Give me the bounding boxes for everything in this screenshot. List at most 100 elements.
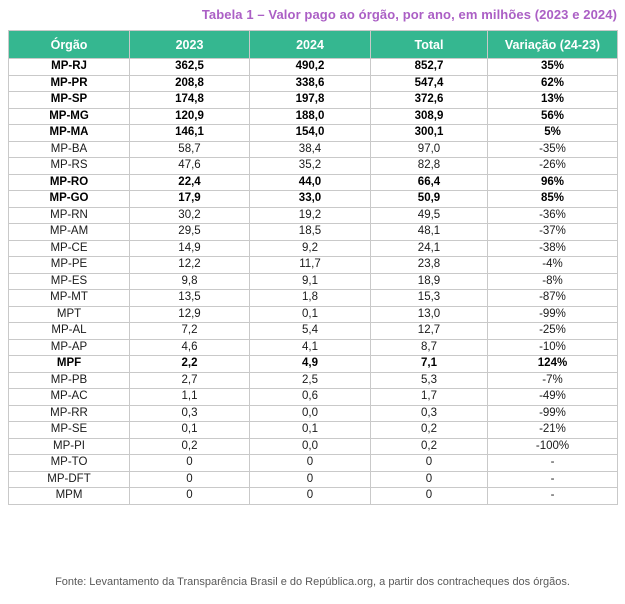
cell-v2023: 14,9 xyxy=(129,239,250,257)
cell-total: 0 xyxy=(370,470,488,488)
cell-total: 0,2 xyxy=(370,437,488,455)
cell-variacao: -100% xyxy=(487,437,618,455)
cell-variacao: -49% xyxy=(487,388,618,406)
cell-v2023: 17,9 xyxy=(129,190,250,208)
cell-total: 0,3 xyxy=(370,404,488,422)
cell-variacao: -8% xyxy=(487,272,618,290)
cell-v2023: 120,9 xyxy=(129,107,250,125)
cell-orgao: MPM xyxy=(8,487,130,505)
cell-variacao: - xyxy=(487,454,618,472)
cell-orgao: MP-DFT xyxy=(8,470,130,488)
cell-orgao: MP-PI xyxy=(8,437,130,455)
cell-v2024: 9,2 xyxy=(249,239,371,257)
cell-total: 7,1 xyxy=(370,355,488,373)
cell-orgao: MP-AC xyxy=(8,388,130,406)
cell-variacao: 35% xyxy=(487,58,618,76)
cell-v2023: 2,7 xyxy=(129,371,250,389)
cell-v2024: 490,2 xyxy=(249,58,371,76)
cell-variacao: -37% xyxy=(487,223,618,241)
cell-total: 372,6 xyxy=(370,91,488,109)
cell-variacao: -26% xyxy=(487,157,618,175)
cell-v2024: 33,0 xyxy=(249,190,371,208)
cell-v2023: 9,8 xyxy=(129,272,250,290)
cell-v2024: 18,5 xyxy=(249,223,371,241)
header-cell-2023: 2023 xyxy=(129,30,250,59)
table-row: MP-DFT 0 0 0- xyxy=(8,470,618,488)
table-row: MP-SE 0,1 0,1 0,2 -21% xyxy=(8,421,618,439)
cell-v2024: 9,1 xyxy=(249,272,371,290)
cell-v2023: 58,7 xyxy=(129,140,250,158)
cell-v2024: 0,6 xyxy=(249,388,371,406)
cell-v2023: 29,5 xyxy=(129,223,250,241)
cell-v2023: 4,6 xyxy=(129,338,250,356)
cell-v2024: 38,4 xyxy=(249,140,371,158)
cell-total: 66,4 xyxy=(370,173,488,191)
cell-v2024: 197,8 xyxy=(249,91,371,109)
header-row: Órgão 2023 2024 Total Variação (24-23) xyxy=(8,30,618,59)
cell-v2023: 0 xyxy=(129,487,250,505)
cell-variacao: 13% xyxy=(487,91,618,109)
cell-orgao: MP-RR xyxy=(8,404,130,422)
cell-variacao: -25% xyxy=(487,322,618,340)
cell-v2024: 0 xyxy=(249,454,371,472)
cell-variacao: -35% xyxy=(487,140,618,158)
cell-v2023: 0 xyxy=(129,470,250,488)
cell-orgao: MP-PR xyxy=(8,74,130,92)
cell-orgao: MP-ES xyxy=(8,272,130,290)
header-cell-variacao: Variação (24-23) xyxy=(487,30,618,59)
cell-total: 82,8 xyxy=(370,157,488,175)
cell-variacao: 96% xyxy=(487,173,618,191)
table-row: MP-AC 1,1 0,6 1,7 -49% xyxy=(8,388,618,406)
table-row: MP-CE 14,9 9,2 24,1 -38% xyxy=(8,239,618,257)
cell-total: 97,0 xyxy=(370,140,488,158)
cell-v2023: 2,2 xyxy=(129,355,250,373)
cell-v2024: 2,5 xyxy=(249,371,371,389)
cell-v2023: 208,8 xyxy=(129,74,250,92)
cell-variacao: -7% xyxy=(487,371,618,389)
cell-orgao: MP-TO xyxy=(8,454,130,472)
cell-v2023: 174,8 xyxy=(129,91,250,109)
table-row: MP-PR 208,8 338,6 547,4 62% xyxy=(8,74,618,92)
cell-v2024: 188,0 xyxy=(249,107,371,125)
cell-variacao: 85% xyxy=(487,190,618,208)
cell-v2024: 0,0 xyxy=(249,437,371,455)
cell-total: 547,4 xyxy=(370,74,488,92)
cell-v2024: 4,1 xyxy=(249,338,371,356)
cell-variacao: - xyxy=(487,470,618,488)
cell-v2023: 13,5 xyxy=(129,289,250,307)
cell-orgao: MP-RO xyxy=(8,173,130,191)
cell-v2023: 0,3 xyxy=(129,404,250,422)
cell-v2024: 0,0 xyxy=(249,404,371,422)
table-row: MP-PI 0,2 0,0 0,2 -100% xyxy=(8,437,618,455)
cell-total: 12,7 xyxy=(370,322,488,340)
cell-v2024: 1,8 xyxy=(249,289,371,307)
header-cell-total: Total xyxy=(370,30,488,59)
data-table: Órgão 2023 2024 Total Variação (24-23) M… xyxy=(8,30,618,505)
cell-variacao: -87% xyxy=(487,289,618,307)
cell-total: 8,7 xyxy=(370,338,488,356)
cell-total: 0,2 xyxy=(370,421,488,439)
cell-total: 0 xyxy=(370,454,488,472)
table-body: MP-RJ 362,5 490,2 852,7 35% MP-PR 208,8 338,6 54… xyxy=(8,58,618,505)
cell-orgao: MP-AM xyxy=(8,223,130,241)
cell-orgao: MP-PE xyxy=(8,256,130,274)
cell-orgao: MP-MA xyxy=(8,124,130,142)
header-cell-orgao: Órgão xyxy=(8,30,130,59)
cell-v2023: 7,2 xyxy=(129,322,250,340)
source-note: Fonte: Levantamento da Transparência Bra… xyxy=(55,576,570,588)
cell-v2024: 0,1 xyxy=(249,421,371,439)
cell-v2023: 362,5 xyxy=(129,58,250,76)
cell-orgao: MP-AL xyxy=(8,322,130,340)
cell-v2023: 0,2 xyxy=(129,437,250,455)
table-row: MP-PE 12,2 11,7 23,8 -4% xyxy=(8,256,618,274)
cell-orgao: MPF xyxy=(8,355,130,373)
cell-total: 5,3 xyxy=(370,371,488,389)
table-row: MP-RJ 362,5 490,2 852,7 35% xyxy=(8,58,618,76)
cell-total: 23,8 xyxy=(370,256,488,274)
cell-total: 1,7 xyxy=(370,388,488,406)
table-row: MP-BA 58,7 38,4 97,0 -35% xyxy=(8,140,618,158)
table-row: MP-PB 2,7 2,5 5,3 -7% xyxy=(8,371,618,389)
cell-total: 24,1 xyxy=(370,239,488,257)
cell-orgao: MP-MT xyxy=(8,289,130,307)
cell-total: 13,0 xyxy=(370,305,488,323)
